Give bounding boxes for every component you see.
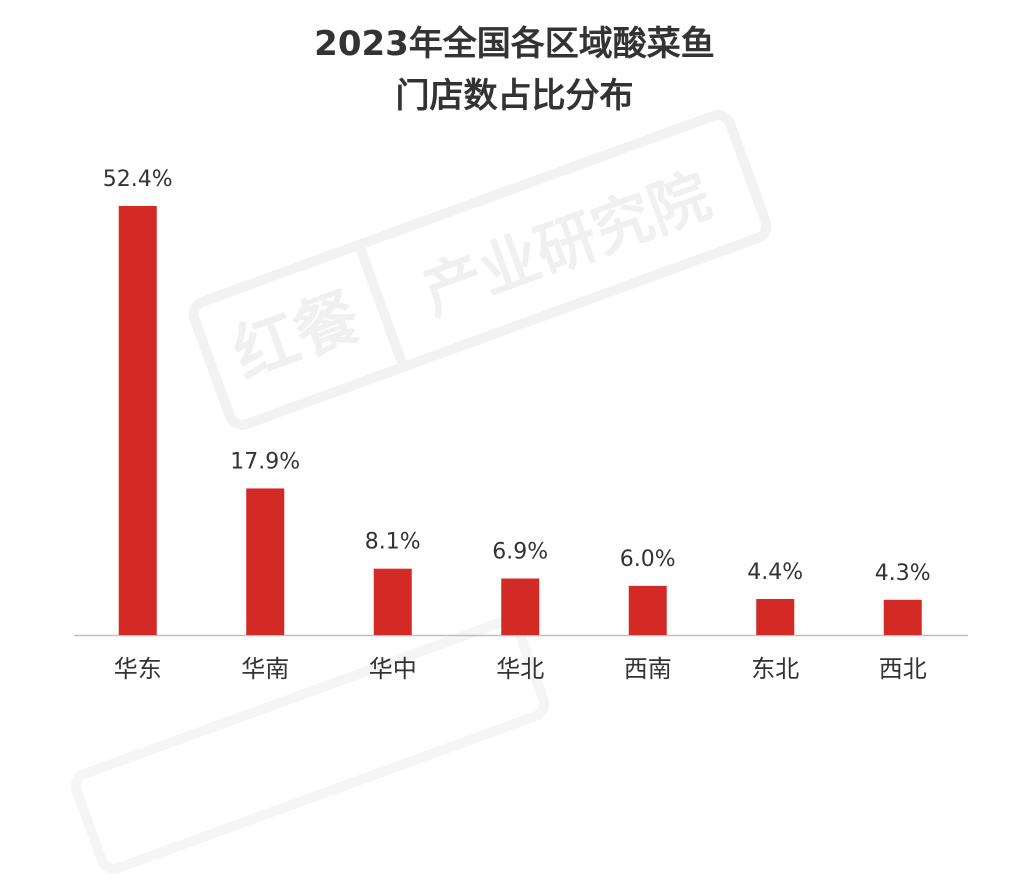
chart-title-line-2: 门店数占比分布 bbox=[395, 76, 634, 116]
category-label-3: 华北 bbox=[496, 655, 544, 683]
data-label-3: 6.9% bbox=[492, 540, 548, 565]
bar-2 bbox=[373, 568, 412, 635]
bar-5 bbox=[756, 598, 795, 635]
data-label-0: 52.4% bbox=[103, 167, 173, 192]
category-label-2: 华中 bbox=[369, 655, 417, 683]
category-label-4: 西南 bbox=[624, 655, 672, 683]
bar-4 bbox=[628, 585, 667, 635]
bar-chart: 52.4% 华东 17.9% 华南 8.1% 华中 6.9% 华北 6.0% 西南 4.4% 东北 4.… bbox=[74, 167, 968, 683]
data-label-5: 4.4% bbox=[747, 560, 803, 585]
category-label-0: 华东 bbox=[114, 655, 162, 683]
bar-3 bbox=[501, 578, 540, 635]
data-label-6: 4.3% bbox=[875, 561, 931, 586]
chart-title: 2023年全国各区域酸菜鱼 门店数占比分布 bbox=[0, 18, 1029, 122]
bar-6 bbox=[883, 599, 922, 635]
bar-1 bbox=[246, 488, 285, 635]
data-label-1: 17.9% bbox=[230, 449, 300, 474]
data-label-2: 8.1% bbox=[365, 530, 421, 555]
category-label-5: 东北 bbox=[751, 655, 799, 683]
chart-title-line-1: 2023年全国各区域酸菜鱼 bbox=[314, 24, 715, 64]
bar-0 bbox=[118, 206, 157, 635]
category-label-1: 华南 bbox=[241, 655, 289, 683]
category-label-6: 西北 bbox=[879, 655, 927, 683]
data-label-4: 6.0% bbox=[620, 547, 676, 572]
